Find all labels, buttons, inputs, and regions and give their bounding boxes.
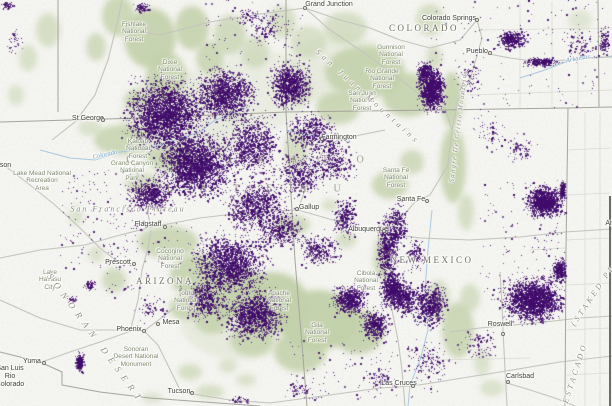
state-label: NEW MEXICO (390, 254, 474, 265)
city-marker (382, 229, 386, 233)
city-label: Las Cruces (381, 379, 417, 387)
city-marker (488, 51, 492, 55)
region-label: ESTACADO (560, 341, 589, 405)
big-label: COLORADO (126, 154, 390, 166)
city-marker (303, 6, 307, 10)
city-marker (132, 262, 136, 266)
city-marker (142, 329, 146, 333)
city-marker (506, 380, 510, 384)
city-label: St George (72, 114, 104, 122)
city-label: Prescott (105, 258, 131, 266)
city-marker (156, 322, 160, 326)
city-label: Henderson (0, 161, 12, 169)
forest-label: Gila National Forest (305, 321, 329, 344)
forest-label: Grand Canyon National Park (110, 159, 154, 182)
city-label: Tucson (167, 387, 191, 395)
region-label: Sangre De Cristo Mountains (448, 69, 470, 183)
forest-label: Lake Havasu City (38, 268, 62, 291)
forest-label: Tonto National Forest (174, 289, 198, 312)
city-marker (411, 384, 415, 388)
city-label: Grand Junction (305, 0, 353, 8)
city-marker (501, 332, 505, 336)
city-label: Mesa (162, 318, 180, 326)
forest-label: Coconino National Forest (156, 247, 184, 270)
forest-label: Fishlake National Forest (121, 20, 147, 43)
river-label: Arkansas (565, 53, 591, 65)
forest-label: Gunnison National Forest (377, 43, 405, 66)
region-label: SONORAN DESERT (45, 271, 147, 406)
city-label: Farmington (321, 133, 357, 141)
region-label: San Francisco Plateau (70, 204, 186, 214)
city-label: Pueblo (466, 47, 488, 55)
region-label: San Juan Mountains (313, 47, 423, 147)
city-marker (475, 18, 479, 22)
forest-label: Rio Grande National Forest (365, 67, 399, 90)
city-label: Yuma (23, 357, 41, 365)
city-label: Roswell (487, 320, 513, 328)
city-label: Phoenix (116, 325, 142, 333)
city-marker (42, 361, 46, 365)
big-label: PLATEAU (134, 183, 368, 195)
city-label: Colorado Springs (421, 14, 477, 22)
city-marker (190, 391, 194, 395)
forest-label: Sonoran Desert National Monument (113, 345, 159, 368)
state-label: COLORADO (388, 22, 460, 33)
city-marker (425, 199, 429, 203)
forest-label: Lake Mead National Recreation Area (13, 169, 71, 192)
state-label: ARIZONA (136, 275, 194, 286)
city-marker (295, 207, 299, 211)
city-label: Gallup (298, 203, 320, 211)
city-label: San Luis Rio Colorado (0, 364, 25, 389)
city-label: Santa Fe (396, 195, 426, 203)
forest-label: Kaibab National Forest (126, 137, 150, 160)
city-label: Albuquerque (348, 225, 388, 233)
forest-label: San Juan National Forest (348, 89, 376, 112)
city-label: Amarillo (605, 219, 612, 227)
city-label: Flagstaff (134, 220, 162, 228)
forest-label: Dixie National Forest (158, 58, 182, 81)
city-label: Carlsbad (505, 372, 535, 380)
forest-label: Cibola National Forest (354, 269, 378, 292)
city-marker (163, 225, 167, 229)
region-label: (STAKED PL (568, 262, 612, 328)
forest-label: Santa Fe National Forest (382, 166, 410, 189)
city-marker (320, 137, 324, 141)
forest-label: Apache National Forest (267, 289, 291, 312)
city-marker (101, 118, 105, 122)
